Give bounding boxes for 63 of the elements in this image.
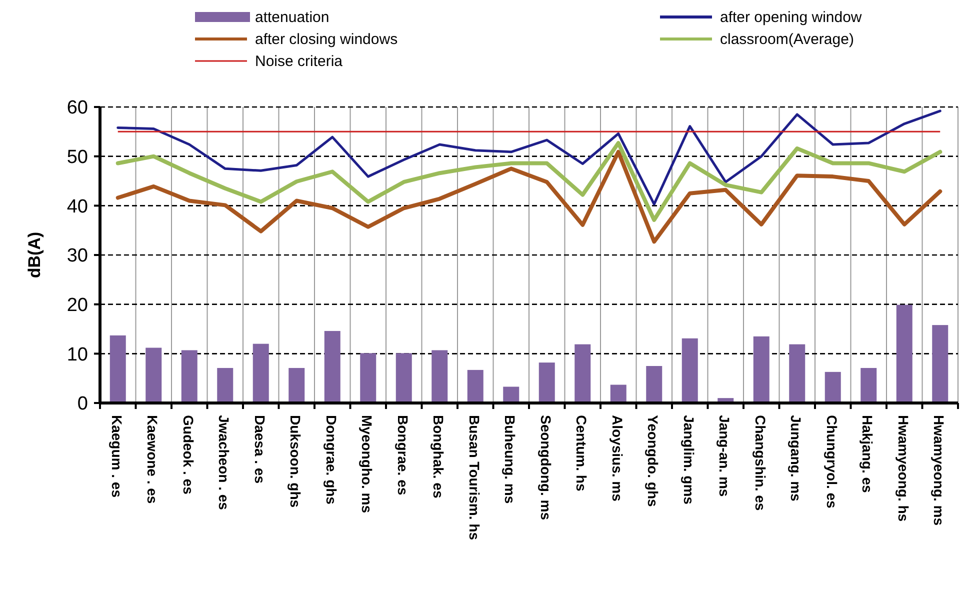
bar bbox=[682, 338, 698, 403]
x-tick-label: Kaegum . es bbox=[108, 415, 125, 498]
x-tick-label: Yeongdo. ghs bbox=[645, 415, 662, 507]
x-tick-label: Myeongho. ms bbox=[359, 415, 376, 514]
bar bbox=[110, 335, 126, 403]
legend-label: attenuation bbox=[255, 9, 330, 26]
bar bbox=[824, 372, 841, 403]
bar bbox=[432, 350, 448, 403]
bar bbox=[503, 386, 520, 403]
legend-label: after closing windows bbox=[255, 31, 398, 48]
x-tick-label: Bongrae. es bbox=[394, 415, 411, 496]
x-tick-label: Janglim. gms bbox=[680, 415, 697, 505]
bar bbox=[646, 366, 662, 403]
y-tick-label: 60 bbox=[66, 98, 88, 119]
bar bbox=[574, 344, 591, 403]
bar bbox=[288, 368, 305, 403]
y-tick-label: 40 bbox=[66, 196, 88, 218]
x-tick-label: Buheung. ms bbox=[502, 415, 518, 504]
x-tick-label: Jang-an. ms bbox=[716, 415, 733, 497]
bar bbox=[467, 370, 484, 403]
legend-label: after opening window bbox=[720, 9, 862, 26]
x-tick-label: Hwamyeong. ms bbox=[931, 415, 948, 526]
y-tick-label: 50 bbox=[66, 146, 88, 168]
bar bbox=[896, 304, 912, 403]
x-tick-label: Seongdong. ms bbox=[538, 415, 554, 520]
x-tick-label: Jwacheon . es bbox=[216, 415, 232, 510]
x-tick-label: Busan Tourism. hs bbox=[466, 415, 482, 540]
x-tick-label: Daesa . es bbox=[252, 415, 268, 484]
bar bbox=[860, 368, 877, 403]
bar bbox=[181, 350, 198, 403]
x-tick-label: Hwamyeong. hs bbox=[895, 415, 912, 522]
bar bbox=[396, 353, 412, 403]
x-tick-label: Hakjang. es bbox=[860, 415, 876, 494]
x-tick-label: Changshin. es bbox=[752, 415, 768, 511]
bar bbox=[217, 368, 234, 403]
line-series bbox=[116, 141, 942, 222]
line-series bbox=[116, 110, 942, 206]
y-tick-label: 0 bbox=[77, 394, 88, 415]
bar bbox=[360, 353, 376, 403]
y-tick-label: 30 bbox=[66, 246, 88, 267]
x-tick-label: Aloysius. ms bbox=[609, 415, 626, 502]
y-axis-title: dB(A) bbox=[25, 232, 44, 278]
bar bbox=[538, 362, 555, 403]
x-tick-label: Kaewone . es bbox=[144, 415, 161, 504]
bar bbox=[932, 325, 948, 403]
bar bbox=[252, 344, 269, 403]
x-tick-label: Centum. hs bbox=[574, 415, 590, 492]
y-tick-label: 20 bbox=[66, 294, 88, 316]
x-tick-label: Chungryol. es bbox=[824, 415, 840, 509]
bar bbox=[146, 348, 162, 403]
x-tick-label: Dongrae. ghs bbox=[323, 415, 340, 505]
x-tick-label: Duksoon. ghs bbox=[288, 415, 304, 508]
bar bbox=[324, 330, 340, 403]
x-tick-label: Bonghak. es bbox=[430, 415, 447, 498]
x-tick-label: Gudeok . es bbox=[180, 415, 196, 495]
bar bbox=[753, 336, 770, 403]
line-series bbox=[116, 150, 942, 244]
legend-label: Noise criteria bbox=[255, 53, 344, 70]
legend-label: classroom(Average) bbox=[720, 31, 854, 48]
x-tick-label: Jungang. ms bbox=[788, 415, 804, 502]
y-tick-label: 10 bbox=[66, 344, 88, 366]
bar bbox=[789, 344, 806, 403]
bar bbox=[610, 384, 626, 403]
